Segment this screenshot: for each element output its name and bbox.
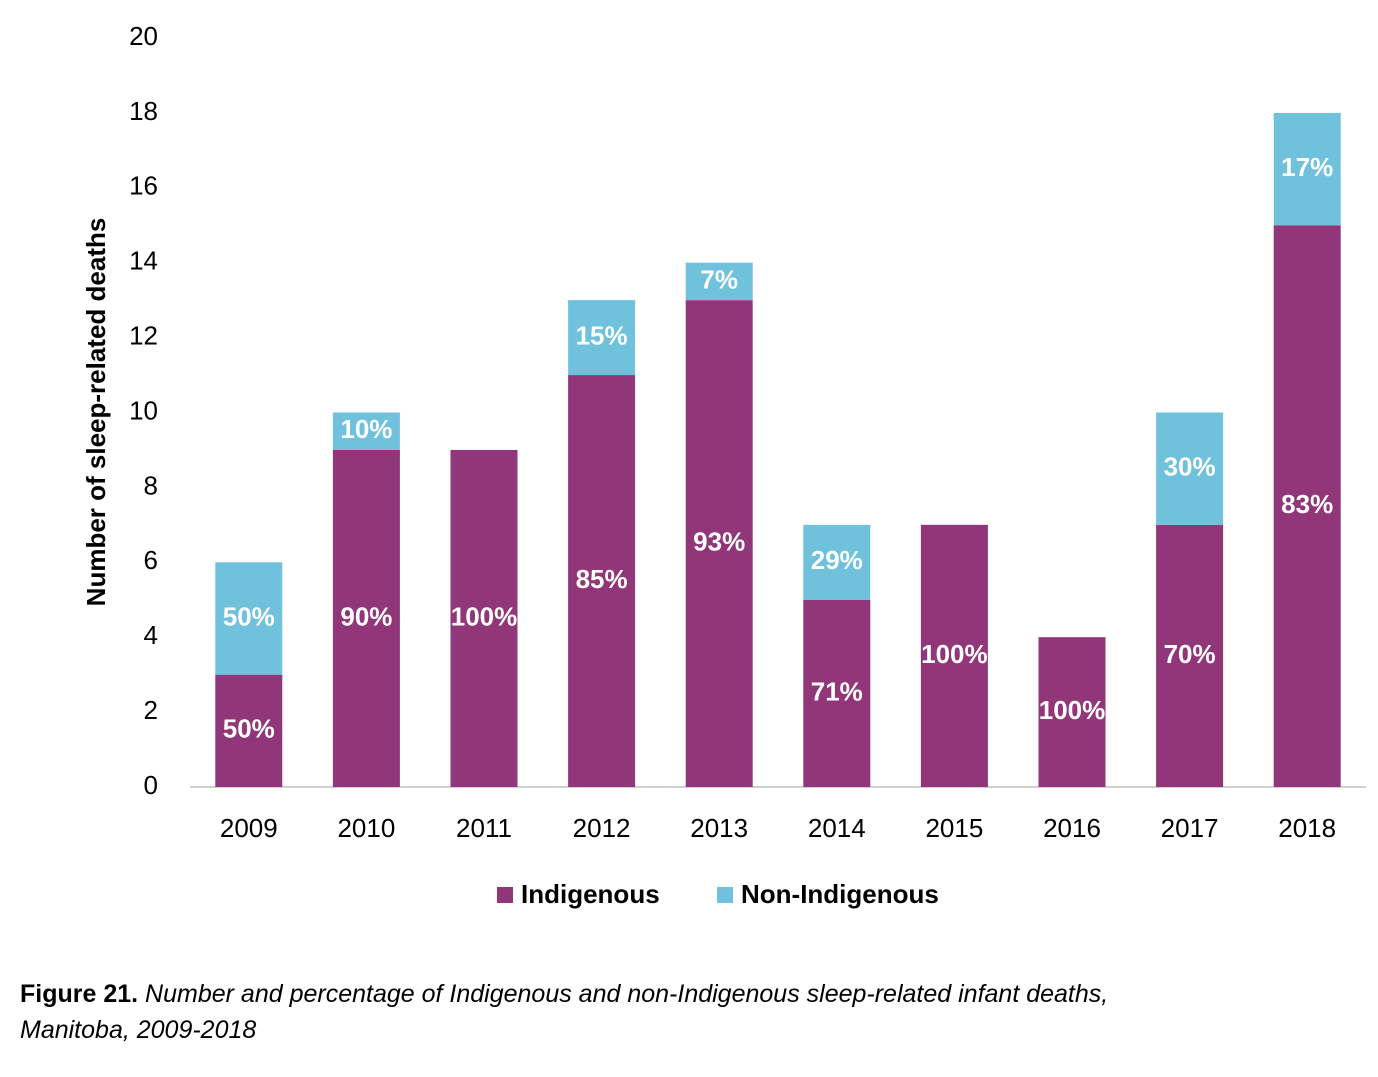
y-tick-label: 12: [129, 320, 158, 350]
bar-segment: [1156, 524, 1224, 787]
y-tick-label: 8: [144, 470, 158, 500]
data-label: 7%: [700, 264, 738, 294]
data-label: 70%: [1164, 639, 1216, 669]
data-label: 71%: [811, 676, 863, 706]
x-tick-label: 2014: [808, 813, 866, 843]
data-label: 50%: [223, 601, 275, 631]
caption-text: Manitoba, 2009-2018: [20, 1016, 256, 1044]
y-tick-label: 4: [144, 620, 158, 650]
bar-segment: [803, 524, 871, 600]
bar-segment: [568, 375, 636, 787]
caption: Figure 21. Number and percentage of Indi…: [20, 980, 1108, 1008]
caption-text: Number and percentage of Indigenous and …: [145, 980, 1108, 1008]
y-tick-label: 14: [129, 246, 158, 276]
data-label: 100%: [921, 639, 988, 669]
y-tick-label: 20: [129, 21, 158, 51]
data-label: 29%: [811, 545, 863, 575]
x-tick-label: 2013: [690, 813, 748, 843]
data-label: 30%: [1164, 452, 1216, 482]
data-label: 17%: [1281, 152, 1333, 182]
x-tick-label: 2011: [456, 813, 512, 843]
y-tick-label: 2: [144, 695, 158, 725]
bar-segment: [1156, 412, 1224, 525]
bar-segment: [1273, 225, 1341, 787]
x-tick-label: 2016: [1043, 813, 1101, 843]
bar-segment: [215, 674, 283, 787]
x-tick-label: 2010: [337, 813, 395, 843]
caption-label: Figure 21.: [20, 980, 138, 1008]
bar-segment: [332, 412, 400, 450]
data-label: 100%: [451, 601, 518, 631]
data-label: 90%: [340, 601, 392, 631]
data-label: 10%: [340, 414, 392, 444]
y-tick-label: 16: [129, 171, 158, 201]
bar-segment: [685, 262, 753, 301]
x-tick-label: 2015: [925, 813, 983, 843]
legend-swatch: [497, 887, 513, 903]
bar-segment: [332, 449, 400, 787]
bar-segment: [1038, 637, 1106, 787]
bar-segment: [450, 449, 518, 787]
x-tick-label: 2012: [573, 813, 631, 843]
data-label: 15%: [576, 320, 628, 350]
data-label: 50%: [223, 714, 275, 744]
y-tick-label: 10: [129, 395, 158, 425]
data-label: 83%: [1281, 489, 1333, 519]
legend-swatch: [717, 887, 733, 903]
bar-segment: [215, 562, 283, 675]
legend-label: Indigenous: [521, 879, 660, 909]
x-tick-label: 2018: [1278, 813, 1336, 843]
bar-segment: [803, 599, 871, 787]
data-label: 100%: [1039, 695, 1106, 725]
y-tick-label: 0: [144, 770, 158, 800]
data-label: 85%: [576, 564, 628, 594]
bar-segment: [568, 300, 636, 376]
data-label: 93%: [693, 526, 745, 556]
bar-segment: [920, 524, 988, 787]
bar-segment: [685, 300, 753, 787]
x-tick-label: 2017: [1161, 813, 1219, 843]
y-axis-title: Number of sleep-related deaths: [81, 218, 111, 607]
y-tick-label: 6: [144, 545, 158, 575]
x-tick-label: 2009: [220, 813, 278, 843]
legend-label: Non-Indigenous: [741, 879, 939, 909]
y-tick-label: 18: [129, 96, 158, 126]
bar-segment: [1273, 112, 1341, 226]
